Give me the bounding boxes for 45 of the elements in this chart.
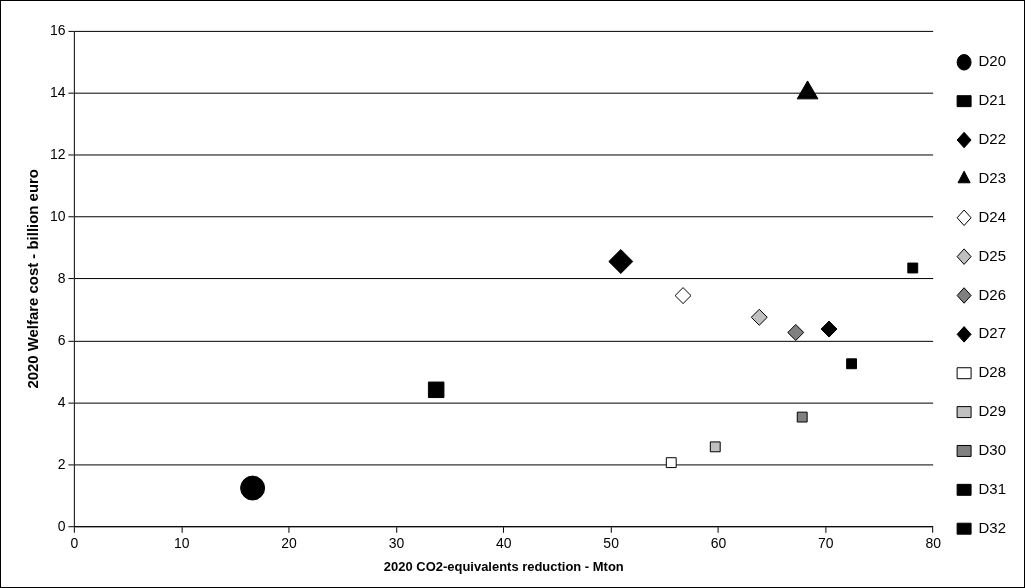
- point: [796, 411, 808, 423]
- point: [750, 308, 768, 326]
- legend-label: D24: [978, 207, 1006, 225]
- point: [608, 249, 634, 274]
- y-tick-label: 10: [49, 207, 66, 224]
- y-tick-label: 14: [49, 83, 66, 100]
- point: [846, 358, 858, 370]
- x-axis-title: 2020 CO2-equivalents reduction - Mton: [383, 558, 624, 574]
- legend-label: D20: [978, 52, 1006, 70]
- point: [709, 441, 721, 453]
- legend-label: D21: [978, 91, 1006, 109]
- x-tick-label: 60: [710, 535, 727, 551]
- y-axis-title: 2020 Welfare cost - billion euro: [24, 169, 42, 389]
- y-tick-label: 6: [57, 331, 66, 348]
- y-tick-label: 8: [57, 269, 66, 286]
- point: [907, 262, 919, 274]
- legend-label: D25: [978, 246, 1006, 264]
- legend-label: D26: [978, 285, 1006, 303]
- x-tick-label: 20: [281, 535, 298, 551]
- y-tick-label: 16: [49, 21, 66, 38]
- y-tick-label: 4: [57, 393, 66, 410]
- legend-label: D31: [978, 479, 1006, 497]
- legend-label: D28: [978, 363, 1006, 381]
- legend-label: D27: [978, 324, 1006, 342]
- x-tick-label: 0: [70, 535, 79, 551]
- legend-label: D32: [978, 518, 1006, 536]
- x-tick-label: 30: [388, 535, 405, 551]
- x-tick-label: 10: [174, 535, 190, 551]
- x-tick-label: 40: [496, 535, 512, 551]
- point: [665, 457, 677, 469]
- point: [674, 287, 692, 305]
- legend-label: D22: [978, 130, 1006, 148]
- x-tick-label: 50: [603, 535, 620, 551]
- x-tick-label: 80: [925, 535, 942, 551]
- point: [427, 381, 445, 399]
- legend-label: D29: [978, 402, 1006, 420]
- point: [820, 320, 838, 338]
- point: [787, 324, 805, 341]
- y-tick-label: 2: [57, 455, 66, 472]
- point: [240, 475, 266, 501]
- legend-label: D30: [978, 441, 1006, 459]
- x-tick-label: 70: [818, 535, 834, 551]
- y-tick-label: 0: [57, 517, 66, 534]
- y-tick-label: 12: [49, 145, 66, 162]
- legend-label: D23: [978, 169, 1006, 187]
